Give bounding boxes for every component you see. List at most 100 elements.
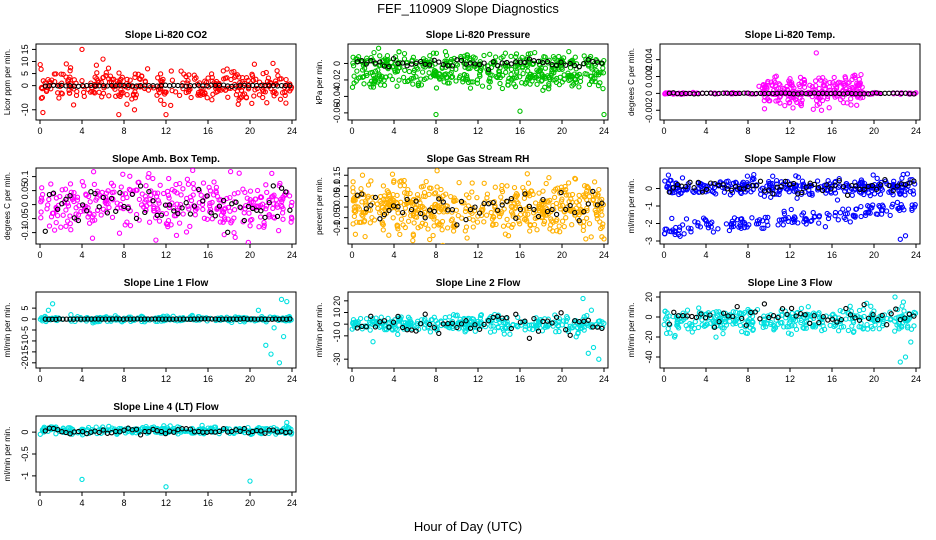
data-point (200, 426, 206, 432)
data-point (907, 180, 913, 186)
series-raw (350, 168, 607, 244)
series-summary (666, 90, 917, 97)
data-point (357, 315, 364, 322)
data-point (38, 215, 44, 221)
data-point (222, 87, 229, 93)
x-tick-label: 20 (245, 498, 255, 508)
data-point (420, 183, 426, 189)
data-point (848, 96, 854, 102)
data-point (788, 305, 795, 312)
data-point (825, 317, 831, 323)
outlier-point (268, 351, 274, 357)
data-point (743, 322, 749, 328)
outlier-point (79, 476, 85, 483)
data-point (781, 324, 787, 330)
data-point (359, 326, 365, 332)
data-point (788, 331, 794, 337)
data-point (697, 224, 704, 230)
data-point (594, 324, 601, 330)
data-point (451, 55, 457, 62)
data-point (63, 223, 69, 229)
data-point (495, 313, 501, 319)
data-point (221, 215, 228, 221)
data-point (542, 324, 549, 330)
data-point (484, 195, 490, 201)
data-point (361, 219, 367, 225)
data-point (911, 178, 917, 184)
data-point (572, 212, 578, 218)
data-point (456, 74, 463, 81)
data-point (790, 180, 797, 187)
panel-title: Slope Line 2 Flow (436, 278, 521, 289)
y-tick-label: -1 (644, 202, 654, 210)
data-point (79, 202, 86, 208)
data-point (116, 230, 123, 236)
data-point (440, 199, 446, 205)
x-tick-label: 20 (869, 250, 879, 260)
data-point (112, 86, 118, 92)
data-point (583, 215, 590, 221)
data-point (364, 72, 370, 79)
data-point (760, 324, 766, 331)
data-point (83, 192, 89, 198)
data-point (581, 53, 587, 59)
data-point (163, 316, 169, 322)
data-point (585, 185, 591, 191)
data-point (240, 186, 246, 192)
data-point (563, 327, 569, 333)
data-point (527, 228, 533, 234)
outlier-point (45, 307, 52, 313)
data-point (413, 60, 419, 66)
data-point (568, 196, 574, 202)
data-point (580, 227, 586, 234)
data-point (762, 214, 768, 221)
x-tick-label: 8 (121, 126, 126, 136)
data-point (221, 76, 227, 82)
data-point (188, 197, 195, 204)
data-point (842, 75, 849, 81)
data-point (512, 193, 518, 199)
data-point (844, 181, 850, 187)
data-point (349, 326, 355, 332)
data-point (556, 223, 562, 229)
data-point (185, 181, 192, 187)
data-point (350, 54, 356, 60)
data-point (831, 74, 837, 81)
data-point (280, 216, 286, 222)
data-point (834, 81, 841, 87)
data-point (798, 319, 804, 326)
data-point (80, 83, 87, 90)
data-point (426, 191, 432, 198)
data-point (733, 180, 739, 186)
data-point (779, 306, 786, 312)
data-point (793, 173, 799, 179)
data-point (276, 316, 282, 322)
data-point (187, 211, 194, 217)
data-point (96, 204, 102, 210)
data-point (757, 316, 763, 322)
data-point (666, 321, 672, 327)
data-point (251, 316, 258, 322)
data-point (288, 426, 294, 432)
data-point (104, 197, 110, 203)
data-point (165, 217, 172, 224)
outlier-point (797, 74, 804, 81)
data-point (553, 211, 560, 218)
data-point (773, 177, 780, 184)
data-point (63, 207, 69, 213)
data-point (448, 217, 455, 224)
data-point (38, 66, 44, 72)
data-point (892, 328, 898, 334)
data-point (227, 194, 233, 201)
data-point (113, 93, 119, 99)
data-point (423, 178, 429, 185)
data-point (543, 180, 549, 187)
data-point (231, 230, 237, 236)
data-point (734, 303, 740, 310)
x-tick-label: 20 (557, 126, 567, 136)
data-point (118, 89, 124, 96)
data-point (200, 206, 206, 213)
data-point (219, 316, 226, 322)
data-point (354, 59, 360, 65)
